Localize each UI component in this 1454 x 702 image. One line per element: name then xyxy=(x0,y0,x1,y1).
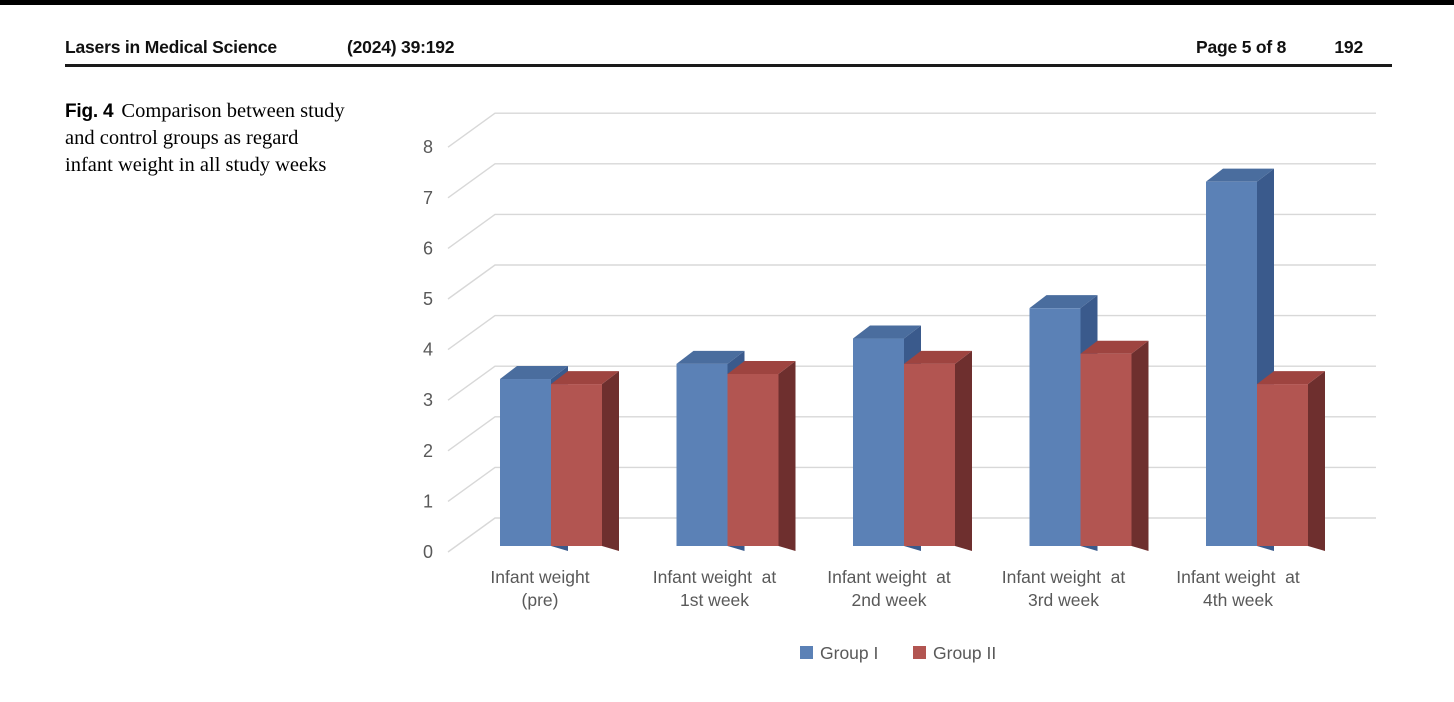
bar-top-face xyxy=(1206,168,1274,182)
category-label-2: Infant weight at 1st week xyxy=(653,567,777,610)
y-tick-label-6: 6 xyxy=(423,238,433,258)
y-tick-label-1: 1 xyxy=(423,491,433,511)
bar-top-face xyxy=(1080,340,1149,354)
chart-bars xyxy=(500,168,1325,551)
bar-front-face xyxy=(853,338,904,546)
bar-top-face xyxy=(551,371,619,385)
caption-text-1: Comparison between study xyxy=(121,100,345,122)
y-tick-label-5: 5 xyxy=(423,289,433,309)
y-axis-tick-labels: 0 1 2 3 4 5 6 7 8 xyxy=(423,137,433,562)
caption-line-3: infant weight in all study weeks xyxy=(65,154,327,176)
gridline-8 xyxy=(447,112,1376,148)
y-tick-label-3: 3 xyxy=(423,390,433,410)
bar-side-face xyxy=(1131,340,1149,551)
bar-Group-II-cat4 xyxy=(1080,340,1149,551)
bar-front-face xyxy=(1206,181,1257,546)
bar-top-face xyxy=(853,325,921,339)
issue-info: (2024) 39:192 xyxy=(347,37,455,57)
bar-side-face xyxy=(955,350,972,551)
legend-item-Group-I: Group I xyxy=(800,643,878,663)
legend-item-Group-II: Group II xyxy=(913,643,996,663)
bar-side-face xyxy=(602,371,619,551)
bar-front-face xyxy=(676,363,728,546)
bar-side-face xyxy=(1308,371,1325,551)
category-label-5: Infant weight at 4th week xyxy=(1176,567,1300,610)
gridline-5 xyxy=(447,264,1376,300)
y-tick-label-4: 4 xyxy=(423,340,433,360)
legend-label: Group II xyxy=(933,643,996,663)
header-rule xyxy=(65,64,1392,67)
caption-line-2: and control groups as regard xyxy=(65,127,299,149)
y-tick-label-7: 7 xyxy=(423,188,433,208)
bar-top-face xyxy=(500,366,568,380)
gridline-6 xyxy=(447,213,1376,249)
bar-Group-II-cat2 xyxy=(727,360,796,551)
bar-front-face xyxy=(1257,384,1308,546)
article-id: 192 xyxy=(1334,37,1363,57)
bar-top-face xyxy=(727,360,796,374)
bar-front-face xyxy=(551,384,602,546)
bar-top-face xyxy=(1029,295,1098,309)
bar-Group-II-cat1 xyxy=(551,371,619,551)
page-info: Page 5 of 8 xyxy=(1196,37,1287,57)
bar-front-face xyxy=(1080,353,1132,546)
x-axis-category-labels: Infant weight (pre) Infant weight at 1st we… xyxy=(490,567,1300,610)
chart-legend: Group I Group II xyxy=(800,643,996,663)
category-label-1: Infant weight (pre) xyxy=(490,567,589,610)
category-label-4: Infant weight at 3rd week xyxy=(1002,567,1126,610)
y-tick-label-2: 2 xyxy=(423,441,433,461)
bar-side-face xyxy=(778,360,796,551)
legend-swatch xyxy=(800,646,813,659)
bar-top-face xyxy=(676,350,745,364)
bar-top-face xyxy=(1257,371,1325,385)
bar-Group-II-cat3 xyxy=(904,350,972,551)
category-label-3: Infant weight at 2nd week xyxy=(827,567,951,610)
header-right: Page 5 of 8 192 xyxy=(1196,37,1363,58)
bar-front-face xyxy=(1029,308,1081,546)
figure-caption: Fig. 4 Comparison between study and contr… xyxy=(65,98,410,179)
gridline-7 xyxy=(447,163,1376,199)
caption-line-1: Fig. 4 Comparison between study xyxy=(65,98,410,125)
top-black-bar xyxy=(0,0,1454,5)
legend-label: Group I xyxy=(820,643,878,663)
bar-front-face xyxy=(500,379,551,546)
bar-front-face xyxy=(727,373,779,546)
y-tick-label-8: 8 xyxy=(423,137,433,157)
bar-front-face xyxy=(904,363,955,546)
bar-Group-II-cat5 xyxy=(1257,371,1325,551)
bar-top-face xyxy=(904,350,972,364)
y-tick-label-0: 0 xyxy=(423,542,433,562)
legend-swatch xyxy=(913,646,926,659)
figure-label: Fig. 4 xyxy=(65,101,114,122)
journal-title: Lasers in Medical Science xyxy=(65,37,277,57)
